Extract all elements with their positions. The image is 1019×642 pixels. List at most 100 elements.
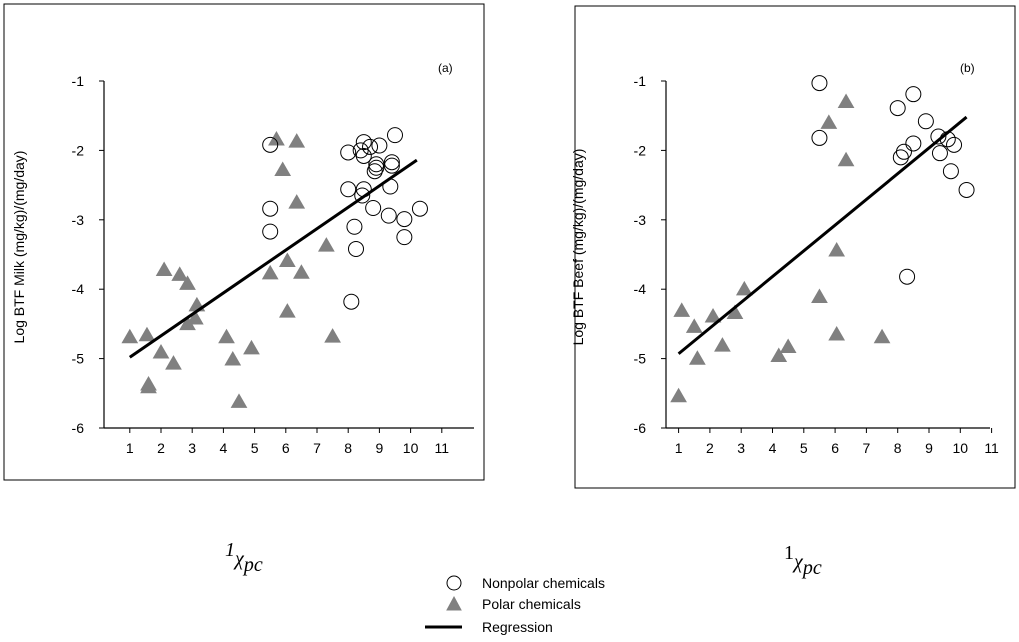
- panel-b-nonpolar-point: [889, 100, 906, 117]
- panel-a-polar-point: [278, 252, 296, 267]
- panel-a-polar-point: [278, 303, 296, 318]
- legend-label-regression: Regression: [482, 619, 553, 635]
- panel-b-regression-line: [677, 115, 968, 355]
- panel-a-xlabel: 1χpc: [225, 539, 263, 576]
- legend: Nonpolar chemicals Polar chemicals Regre…: [425, 575, 605, 635]
- panel-a-xtick-label: 10: [403, 440, 419, 456]
- panel-a-xlabel-sub: pc: [242, 554, 263, 576]
- panel-b-xtick-label: 1: [675, 440, 683, 456]
- panel-b-polar-point: [704, 307, 722, 323]
- panel-a-polar-point: [165, 355, 182, 370]
- panel-a-polar-point: [293, 264, 310, 279]
- panel-a-nonpolar-point: [362, 138, 379, 155]
- panel-b-polar-point: [828, 326, 846, 341]
- panel-a-nonpolar-point: [396, 229, 413, 246]
- panel-a-ytick-label: -5: [72, 351, 85, 367]
- panel-b-ytick-label: -3: [634, 212, 647, 228]
- panel-b-xlabel: 1χpc: [784, 542, 822, 579]
- panel-a-polar-point: [224, 350, 242, 366]
- panel-b-xtick-label: 10: [953, 440, 969, 456]
- panel-b-ytick-label: -5: [634, 351, 647, 367]
- panel-b-ytick-label: -4: [634, 281, 647, 297]
- panel-a-polar-point: [140, 378, 157, 394]
- panel-b-polar-point: [685, 318, 703, 333]
- panel-b-xtick-label: 5: [800, 440, 808, 456]
- panel-a-polar-point: [274, 161, 292, 177]
- panel-a: (a) Log BTF Milk (mg/kg)/(mg/day) -1 -2 -3…: [3, 3, 485, 481]
- panel-b-polar-point: [837, 93, 855, 109]
- panel-b-ytick-label: -1: [634, 73, 647, 89]
- panel-a-polar-point: [317, 237, 335, 252]
- panel-a-polar-point: [155, 261, 173, 276]
- panel-a-label: (a): [438, 61, 453, 75]
- panel-b-polar-point: [828, 242, 846, 257]
- panel-b-polar-point: [820, 114, 838, 129]
- panel-a-polar-point: [230, 393, 248, 408]
- panel-b-xtick-label: 4: [769, 440, 777, 456]
- panel-b-nonpolar-point: [895, 143, 912, 160]
- panel-b-ticks: -1 -2 -3 -4 -5 -6 1 2 3 4 5 6 7 8 9 10 11: [634, 73, 1000, 456]
- panel-b-polar-point: [873, 328, 891, 344]
- panel-b-polar-point: [689, 350, 706, 365]
- panel-b-nonpolar-point: [958, 181, 975, 198]
- panel-a-nonpolar-point: [340, 144, 357, 161]
- panel-a-xtick-label: 9: [376, 440, 384, 456]
- legend-label-polar: Polar chemicals: [482, 596, 581, 612]
- panel-a-xtick-label: 11: [435, 440, 450, 456]
- panel-a-nonpolar-point: [383, 154, 400, 171]
- panel-a-xtick-label: 7: [313, 440, 321, 456]
- legend-label-nonpolar: Nonpolar chemicals: [482, 575, 605, 591]
- panel-a-nonpolar-point: [383, 157, 400, 174]
- panel-b-nonpolar-point: [905, 86, 922, 103]
- panel-b-xtick-label: 2: [706, 440, 714, 456]
- panel-a-polar-point: [179, 275, 196, 290]
- panel-a-nonpolar-point: [262, 223, 279, 240]
- panel-a-nonpolar-point: [366, 163, 383, 180]
- panel-a-xtick-label: 8: [344, 440, 352, 456]
- panel-b-nonpolar-point: [931, 145, 948, 162]
- panel-b-polar-point: [811, 288, 828, 304]
- panel-b-ylabel: Log BTF Beef (mg/kg)/(mg/day): [570, 149, 586, 346]
- panel-a-ytick-label: -6: [72, 420, 85, 436]
- panel-a-xtick-label: 2: [157, 440, 165, 456]
- panel-a-nonpolar-point: [387, 127, 403, 144]
- panel-b-polar-point: [837, 151, 855, 167]
- panel-a-polar-point: [243, 339, 260, 355]
- panel-b-polar-point: [735, 280, 753, 296]
- panel-a-nonpolar-point: [365, 200, 382, 217]
- panel-a-polar-point: [152, 344, 170, 359]
- panel-b-xlabel-sub: pc: [801, 557, 822, 579]
- panel-b-polar-point: [673, 302, 691, 317]
- panel-a-ytick-label: -1: [72, 73, 85, 89]
- panel-b-nonpolar-point: [905, 135, 922, 152]
- panel-a-polar-point: [288, 194, 306, 209]
- panel-b-polar-point: [779, 338, 797, 353]
- panel-a-nonpolar-point: [346, 218, 363, 235]
- panel-b-nonpolar-point: [930, 128, 947, 145]
- panel-a-nonpolar-point: [354, 187, 371, 204]
- panel-b-nonpolar-point: [942, 163, 959, 180]
- panel-a-xtick-label: 3: [188, 440, 196, 456]
- panel-a-xlabel-symbol: χ: [233, 548, 245, 570]
- panel-a-polar-point: [268, 130, 285, 146]
- panel-b-nonpolar-point: [811, 129, 828, 146]
- panel-b-polar-point: [714, 337, 731, 352]
- panel-a-nonpolar-point: [348, 240, 364, 257]
- panel-a-polar-point: [138, 326, 156, 342]
- panel-a-nonpolar-point: [380, 207, 397, 224]
- panel-a-nonpolar-point: [340, 181, 357, 198]
- panel-a-marks: [121, 127, 428, 408]
- panel-a-nonpolar-point: [343, 293, 360, 310]
- panel-b-nonpolar-point: [917, 113, 934, 130]
- panel-a-nonpolar-point: [368, 159, 385, 176]
- panel-b-frame: [574, 5, 1016, 489]
- panel-b-ytick-label: -6: [634, 420, 647, 436]
- panel-a-polar-point: [186, 310, 204, 325]
- panel-a-ticks: -1 -2 -3 -4 -5 -6 1 2 3 4 5 6 7 8 9 10 11: [72, 73, 474, 456]
- panel-a-xtick-label: 1: [126, 440, 134, 456]
- panel-b-nonpolar-point: [811, 75, 828, 92]
- panel-a-nonpolar-point: [262, 200, 279, 217]
- panel-a-polar-point: [288, 133, 306, 148]
- panel-a-xlabel-sup: 1: [225, 539, 235, 561]
